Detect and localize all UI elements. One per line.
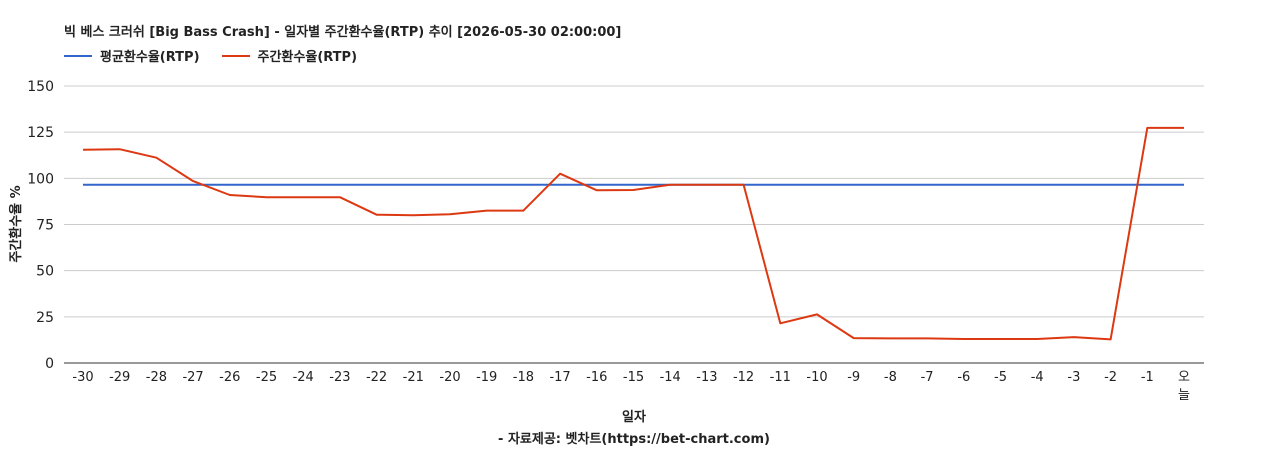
x-tick-label: -7 <box>921 370 934 385</box>
x-tick-labels: -30 -29 -28 -27 -26 -25 -24 -23 -22 -21 -20 -19 -18-… <box>72 370 1190 403</box>
series-lines <box>82 126 1184 341</box>
x-tick-label: -17 <box>549 370 570 385</box>
y-tick-label: 125 <box>27 125 54 141</box>
x-tick-label: -10 <box>806 370 827 385</box>
x-tick-label: -2 <box>1104 370 1117 385</box>
legend-swatch-weekly <box>221 54 250 57</box>
grid-lines <box>64 85 1204 364</box>
y-tick-label: 25 <box>36 310 54 326</box>
x-tick-label: -29 <box>109 370 130 385</box>
x-tick-label: -21 <box>403 370 424 385</box>
x-tick-label: -13 <box>696 370 717 385</box>
x-tick-label: -19 <box>476 370 497 385</box>
x-tick-label: -5 <box>994 370 1007 385</box>
legend-item-weekly[interactable]: 주간환수율(RTP) <box>221 46 358 65</box>
x-tick-label: -8 <box>884 370 897 385</box>
legend-label-average: 평균환수율(RTP) <box>100 50 200 65</box>
legend-swatch-average <box>64 54 92 57</box>
x-tick-label: -6 <box>957 370 970 385</box>
y-tick-label: 150 <box>27 79 54 95</box>
x-tick-label: -11 <box>770 370 791 385</box>
y-tick-labels: 0 25 50 75 100 125 150 <box>27 79 54 372</box>
chart-title: 빅 베스 크러쉬 [Big Bass Crash] - 일자별 주간환수율(RT… <box>64 25 622 40</box>
x-tick-label: -22 <box>366 370 387 385</box>
data-source-credit: - 자료제공: 벳차트(https://bet-chart.com) <box>498 432 770 447</box>
x-tick-label: -12 <box>733 370 754 385</box>
x-tick-label: -1 <box>1141 370 1154 385</box>
x-tick-label: -15 <box>623 370 644 385</box>
x-tick-label: -24 <box>293 370 314 385</box>
y-tick-label: 0 <box>45 356 54 372</box>
x-tick-label: -3 <box>1067 370 1080 385</box>
x-tick-label: -20 <box>439 370 460 385</box>
x-tick-label: -14 <box>660 370 681 385</box>
x-tick-label: -4 <box>1031 370 1044 385</box>
series-line-weekly[interactable] <box>82 126 1184 341</box>
x-axis-label: 일자 <box>622 410 646 425</box>
x-tick-label: -30 <box>72 370 93 385</box>
legend-item-average[interactable]: 평균환수율(RTP) <box>64 46 200 65</box>
x-tick-label: -23 <box>329 370 350 385</box>
x-tick-label: -26 <box>219 370 240 385</box>
x-tick-label: -28 <box>146 370 167 385</box>
x-tick-label: -27 <box>182 370 203 385</box>
y-tick-label: 100 <box>27 171 54 187</box>
legend-label-weekly: 주간환수율(RTP) <box>257 50 358 65</box>
x-tick-label: -16 <box>586 370 607 385</box>
x-tick-label: -25 <box>256 370 277 385</box>
legend: 평균환수율(RTP) 주간환수율(RTP) <box>64 46 379 65</box>
y-tick-label: 75 <box>36 218 54 234</box>
y-axis-label: 주간환수율 % <box>8 185 24 262</box>
x-tick-label: -18 <box>513 370 534 385</box>
x-tick-label: -9 <box>847 370 860 385</box>
y-tick-label: 50 <box>36 264 54 280</box>
